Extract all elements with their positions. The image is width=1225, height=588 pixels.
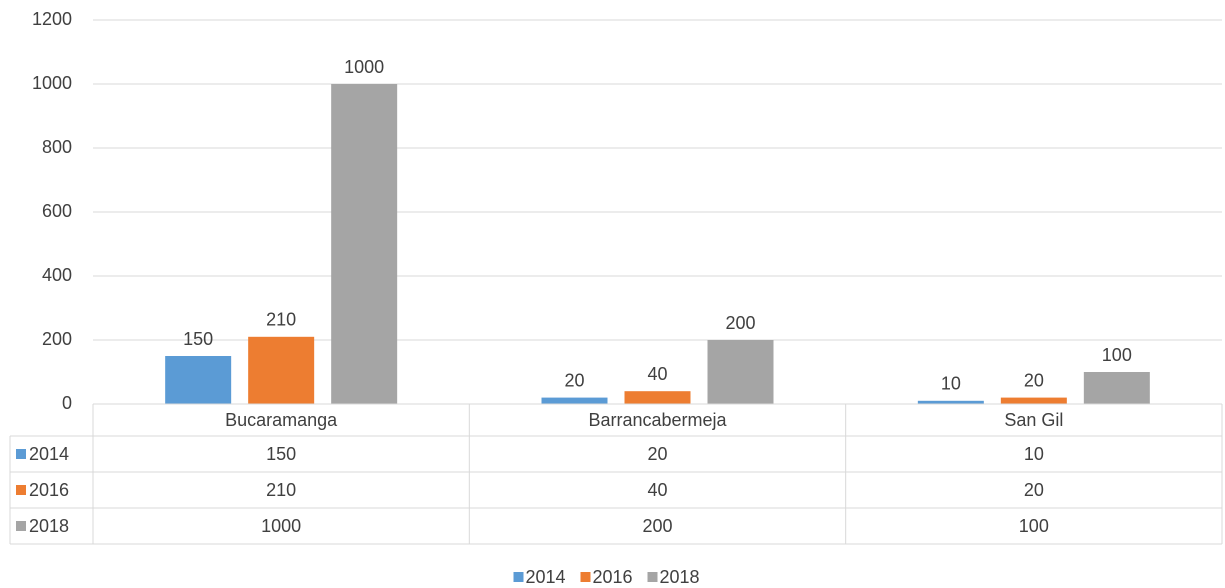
- bar: [248, 336, 315, 404]
- data-label: 200: [725, 313, 755, 333]
- y-tick-label: 1000: [32, 73, 72, 93]
- data-label: 100: [1102, 345, 1132, 365]
- table-series-name: 2016: [29, 480, 69, 500]
- table-cell: 200: [642, 516, 672, 536]
- y-tick-label: 400: [42, 265, 72, 285]
- data-label: 10: [941, 374, 961, 394]
- legend-label: 2014: [526, 567, 566, 587]
- bar: [624, 391, 691, 404]
- category-label: Bucaramanga: [225, 410, 338, 430]
- table-cell: 210: [266, 480, 296, 500]
- y-tick-label: 800: [42, 137, 72, 157]
- data-label: 20: [564, 370, 584, 390]
- y-tick-label: 1200: [32, 9, 72, 29]
- legend-key: [513, 572, 524, 582]
- bar: [917, 400, 984, 404]
- data-label: 1000: [344, 57, 384, 77]
- table-cell: 20: [647, 444, 667, 464]
- legend-key: [647, 572, 658, 582]
- table-legend-key: [16, 449, 26, 459]
- bar: [165, 356, 232, 404]
- table-cell: 100: [1019, 516, 1049, 536]
- bar: [541, 397, 608, 404]
- table-legend-key: [16, 521, 26, 531]
- category-label: San Gil: [1004, 410, 1063, 430]
- table-cell: 40: [647, 480, 667, 500]
- table-cell: 20: [1024, 480, 1044, 500]
- data-label: 150: [183, 329, 213, 349]
- bar: [707, 340, 774, 404]
- table-cell: 10: [1024, 444, 1044, 464]
- table-series-name: 2018: [29, 516, 69, 536]
- data-label: 20: [1024, 370, 1044, 390]
- bar: [1000, 397, 1067, 404]
- table-series-name: 2014: [29, 444, 69, 464]
- data-label: 210: [266, 310, 296, 330]
- y-tick-label: 200: [42, 329, 72, 349]
- category-label: Barrancabermeja: [588, 410, 727, 430]
- legend-label: 2016: [593, 567, 633, 587]
- table-cell: 1000: [261, 516, 301, 536]
- y-tick-label: 0: [62, 393, 72, 413]
- legend-label: 2018: [660, 567, 700, 587]
- bar: [331, 84, 398, 404]
- table-cell: 150: [266, 444, 296, 464]
- table-legend-key: [16, 485, 26, 495]
- bar: [1083, 372, 1150, 404]
- data-label: 40: [647, 364, 667, 384]
- y-tick-label: 600: [42, 201, 72, 221]
- legend-key: [580, 572, 591, 582]
